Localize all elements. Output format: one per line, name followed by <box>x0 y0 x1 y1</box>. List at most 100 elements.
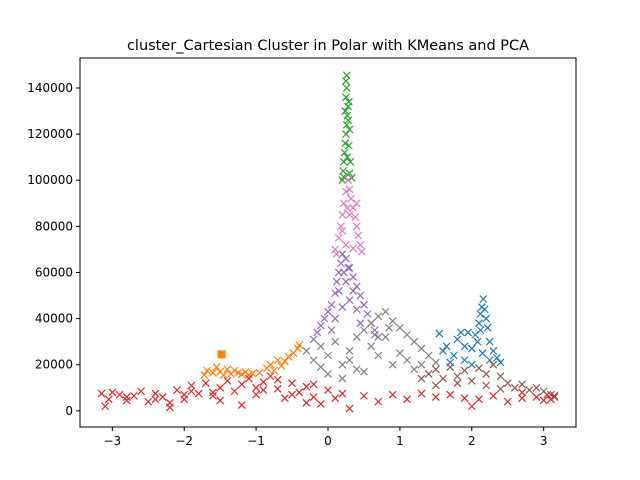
point-series-7-14 <box>403 330 411 339</box>
point-series-5-1 <box>431 365 440 374</box>
point-series-4-29 <box>356 319 365 328</box>
point-series-0-0 <box>435 329 444 338</box>
point-series-7-10 <box>374 312 383 321</box>
point-series-3-39 <box>388 390 397 399</box>
point-series-6-0 <box>331 245 340 254</box>
point-series-6-21 <box>343 203 352 212</box>
point-series-3-15 <box>194 389 203 398</box>
point-series-3-58 <box>187 387 196 396</box>
point-series-6-17 <box>338 227 347 235</box>
point-series-0-15 <box>483 323 492 332</box>
y-tick-label-5: 100000 <box>27 173 73 187</box>
point-series-5-17 <box>546 390 555 399</box>
point-series-3-29 <box>295 388 304 397</box>
point-series-3-42 <box>431 393 440 401</box>
point-series-2-17 <box>344 116 353 125</box>
point-series-5-21 <box>482 381 491 390</box>
point-series-7-1 <box>309 356 318 365</box>
point-series-2-6 <box>342 120 351 129</box>
x-tick-label-2: −1 <box>247 434 265 448</box>
point-series-4-31 <box>344 263 353 272</box>
data-points <box>97 71 559 413</box>
point-series-3-5 <box>122 396 131 405</box>
point-series-3-34 <box>331 394 340 403</box>
point-series-3-9 <box>151 389 160 398</box>
point-series-3-51 <box>539 396 548 405</box>
point-series-3-32 <box>316 400 325 408</box>
point-series-3-59 <box>216 396 225 405</box>
point-series-3-17 <box>209 391 217 400</box>
point-series-5-16 <box>539 387 548 396</box>
point-series-2-5 <box>342 130 350 139</box>
point-series-4-12 <box>345 263 354 272</box>
point-series-3-20 <box>230 387 239 396</box>
point-series-7-0 <box>302 346 311 355</box>
point-series-4-15 <box>356 291 365 300</box>
point-series-7-30 <box>324 370 332 378</box>
point-series-2-20 <box>347 174 356 182</box>
point-series-3-60 <box>259 386 268 395</box>
point-series-1-22 <box>295 341 304 350</box>
point-series-4-26 <box>342 277 350 286</box>
point-series-7-12 <box>388 316 397 325</box>
point-series-3-19 <box>223 376 232 385</box>
point-series-3-62 <box>122 393 131 401</box>
point-series-3-2 <box>104 395 113 404</box>
point-series-7-2 <box>316 342 325 351</box>
point-series-1-8 <box>230 366 239 375</box>
y-tick-label-6: 120000 <box>27 127 73 141</box>
point-series-3-3 <box>108 388 117 397</box>
point-series-4-27 <box>349 287 358 295</box>
point-series-7-15 <box>410 337 419 346</box>
point-series-5-12 <box>510 383 519 392</box>
point-series-6-4 <box>339 199 348 208</box>
point-series-1-23 <box>266 360 275 369</box>
point-series-3-4 <box>115 390 124 399</box>
point-series-3-67 <box>288 390 296 399</box>
point-series-3-69 <box>518 388 527 397</box>
point-series-2-10 <box>342 84 351 92</box>
point-series-3-25 <box>266 372 275 381</box>
point-series-3-7 <box>137 387 146 396</box>
point-series-0-13 <box>480 305 489 314</box>
x-tick-label-6: 3 <box>540 434 548 448</box>
point-series-7-34 <box>370 330 379 339</box>
point-series-4-23 <box>345 296 354 305</box>
x-tick-label-0: −3 <box>103 434 121 448</box>
point-series-3-21 <box>237 380 246 389</box>
point-series-0-4 <box>457 328 465 337</box>
point-series-1-5 <box>219 371 228 380</box>
point-series-1-0 <box>200 371 209 380</box>
point-series-2-2 <box>339 157 348 166</box>
point-series-7-13 <box>395 323 404 332</box>
point-series-2-16 <box>345 125 354 134</box>
point-series-5-10 <box>496 372 505 381</box>
point-series-3-57 <box>302 398 311 407</box>
plot-frame <box>79 57 577 428</box>
point-series-0-23 <box>485 356 494 365</box>
point-series-0-27 <box>496 358 505 367</box>
point-series-5-5 <box>460 366 469 375</box>
point-series-3-24 <box>259 378 268 386</box>
x-tick-label-1: −2 <box>175 434 193 448</box>
point-series-7-22 <box>352 365 361 374</box>
point-series-4-0 <box>309 335 318 344</box>
point-series-5-14 <box>525 386 534 395</box>
point-series-7-5 <box>338 360 347 369</box>
y-tick-label-1: 20000 <box>35 358 73 372</box>
point-series-3-56 <box>237 401 246 410</box>
point-series-0-24 <box>473 337 482 346</box>
point-series-3-37 <box>360 391 368 400</box>
point-series-6-5 <box>342 187 350 196</box>
point-series-3-63 <box>151 395 160 404</box>
point-series-5-15 <box>532 383 541 392</box>
point-series-0-18 <box>493 353 501 362</box>
point-series-4-5 <box>327 300 336 309</box>
point-series-3-47 <box>489 391 498 400</box>
point-series-6-14 <box>349 244 358 253</box>
point-series-0-16 <box>485 337 494 346</box>
point-series-3-31 <box>309 393 318 401</box>
point-series-2-3 <box>340 148 349 157</box>
y-tick-label-7: 140000 <box>27 81 73 95</box>
